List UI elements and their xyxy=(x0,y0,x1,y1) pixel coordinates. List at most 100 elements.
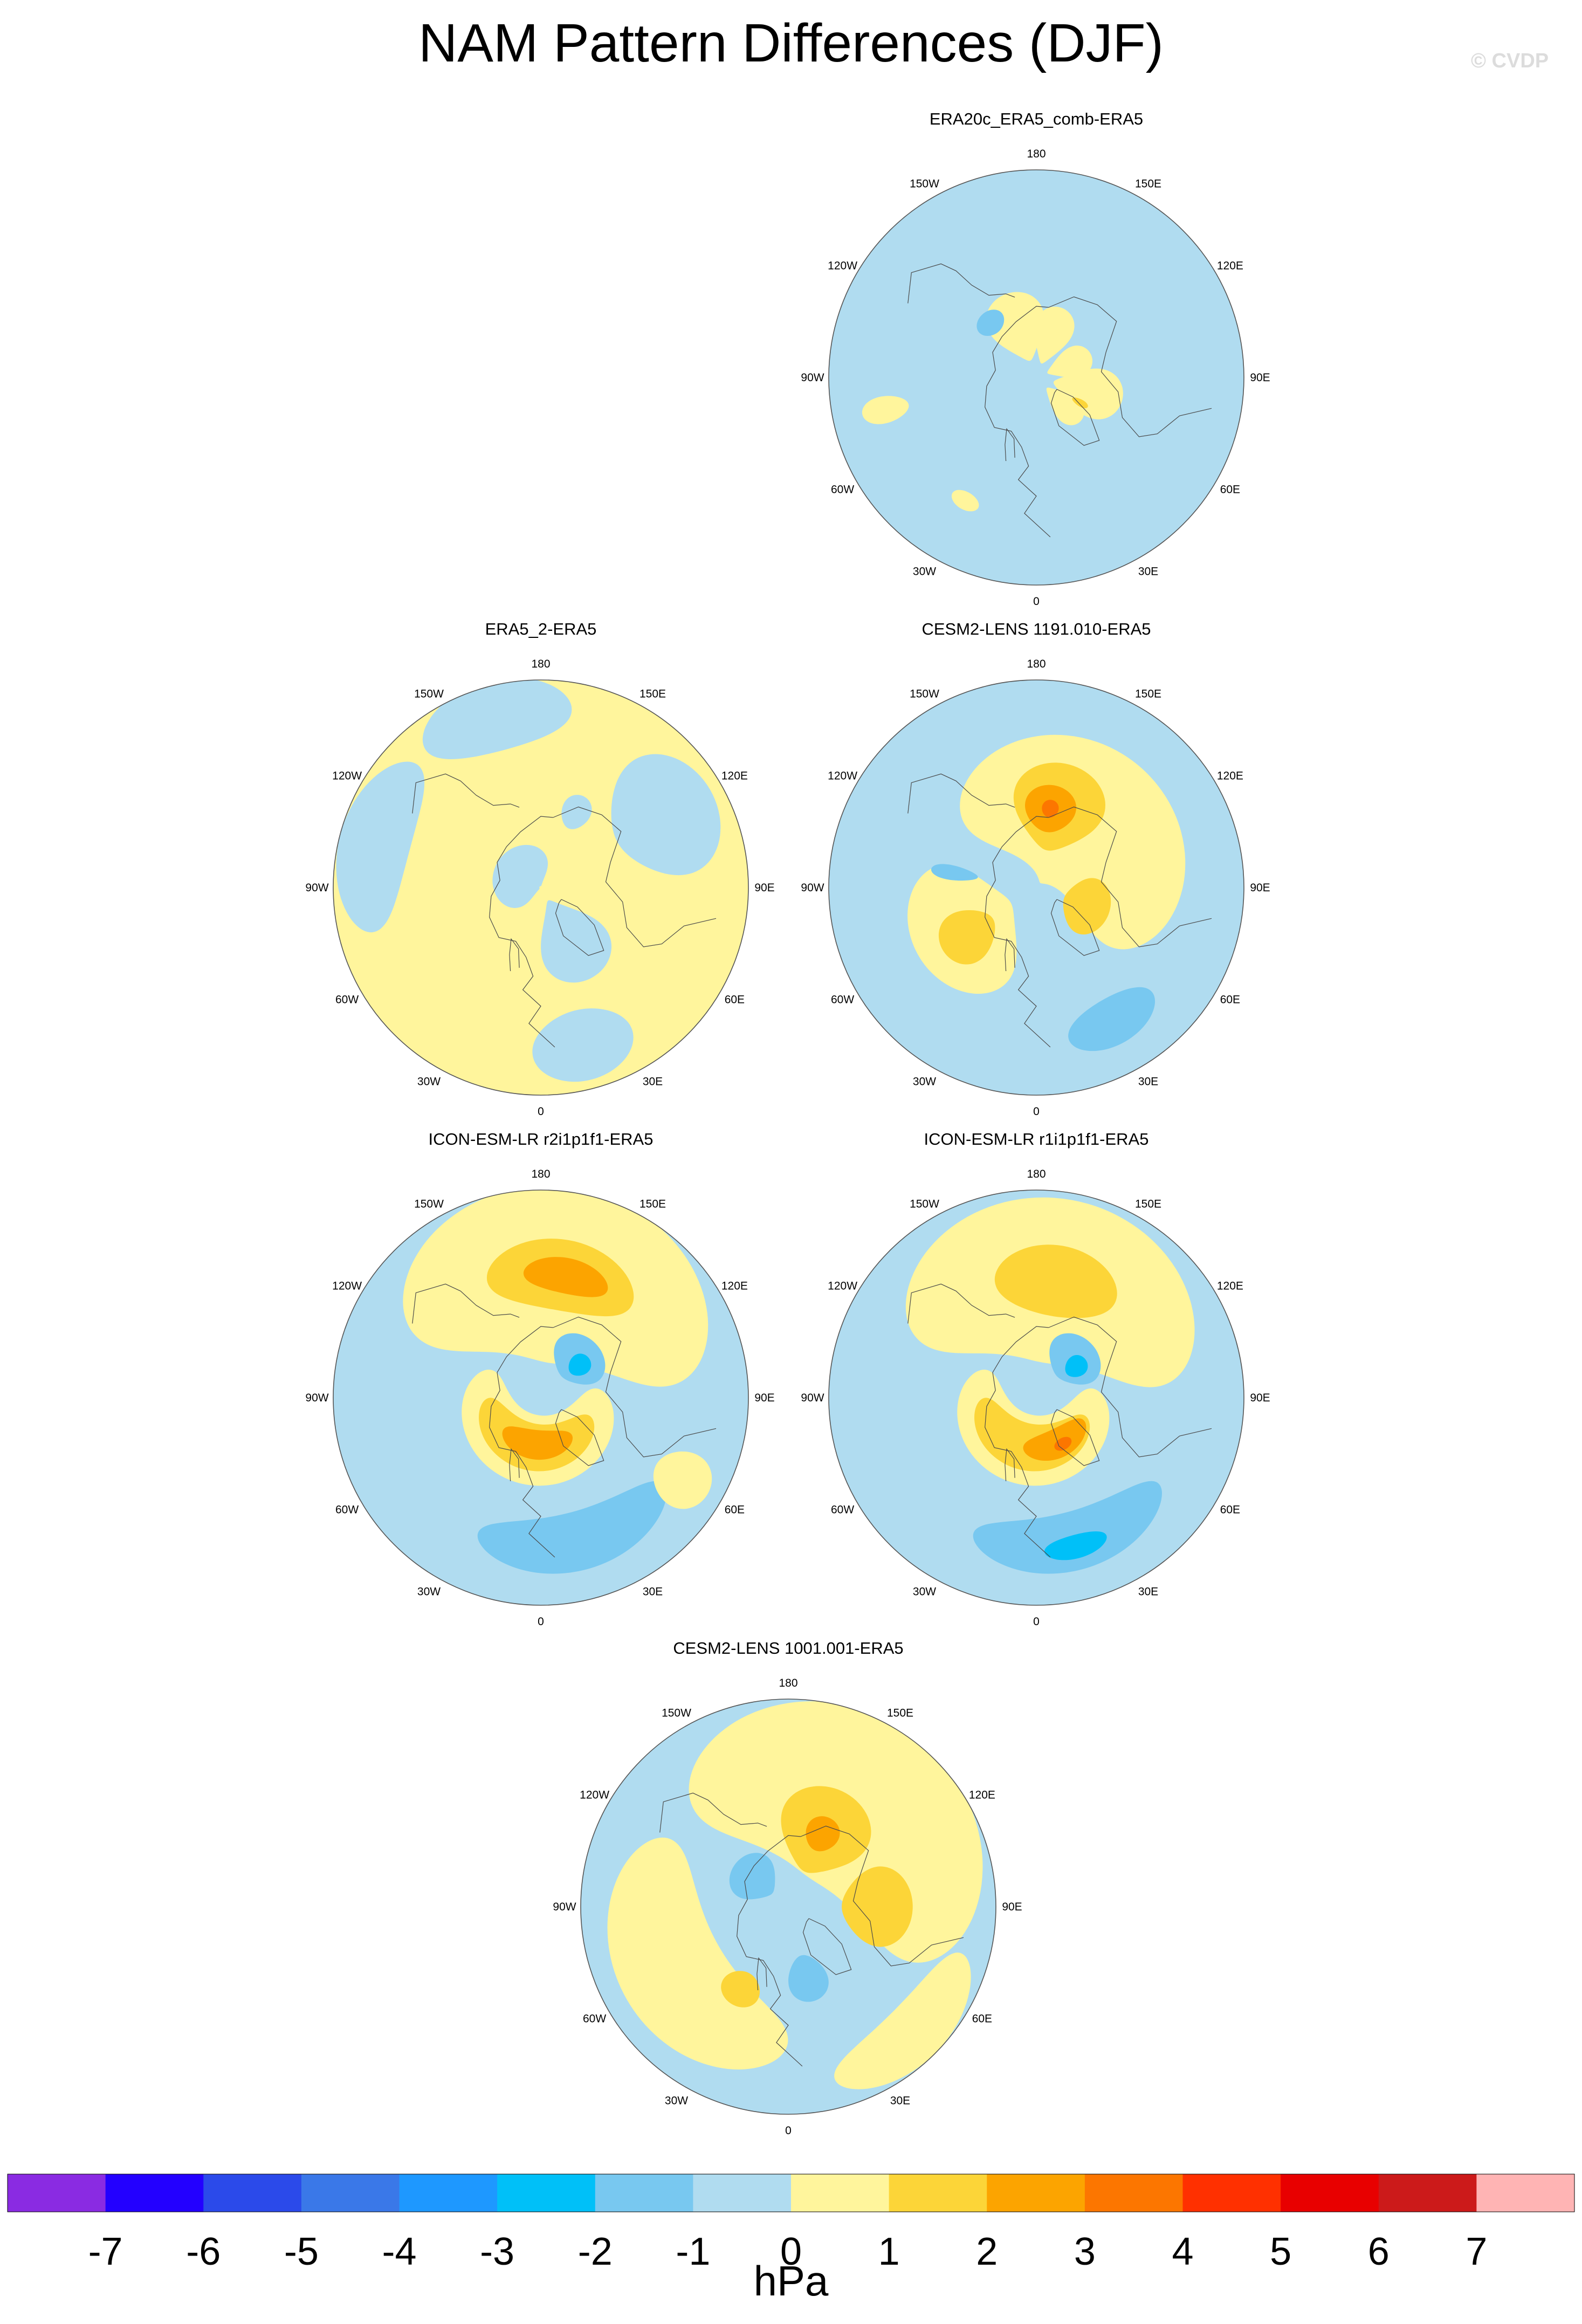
polar-map-era5-2: 180 150E 120E 90E 60E 30E 0 30W 60W 90W 120W 150W xyxy=(305,658,774,1118)
lon-label-60W: 60W xyxy=(335,1504,359,1516)
panel-title-cesm2-1191: CESM2-LENS 1191.010-ERA5 xyxy=(921,620,1151,638)
coastline-4 xyxy=(756,1957,767,1991)
lon-label-150E: 150E xyxy=(639,688,666,700)
contour-region-5 xyxy=(1054,1436,1072,1451)
coastline-4 xyxy=(1005,428,1015,462)
polar-map-icon-r2: 180 150E 120E 90E 60E 30E 0 30W 60W 90W 120W 150W xyxy=(305,1168,774,1628)
coastline-0 xyxy=(1048,806,1212,947)
lon-label-180: 180 xyxy=(1027,1168,1046,1180)
lon-label-90E: 90E xyxy=(1250,372,1270,384)
lon-label-180: 180 xyxy=(1027,148,1046,160)
coastline-3 xyxy=(412,1283,520,1324)
lon-label-0: 0 xyxy=(1033,1615,1040,1628)
colorbar-label-7: 0 xyxy=(780,2230,802,2273)
lon-label-90W: 90W xyxy=(801,1392,824,1404)
lon-label-60W: 60W xyxy=(831,1504,854,1516)
lon-label-30W: 30W xyxy=(665,2094,688,2107)
contour-region-5 xyxy=(532,1008,634,1082)
coastline-2 xyxy=(737,1835,803,2067)
contour-region-8 xyxy=(951,490,979,512)
lon-label-0: 0 xyxy=(538,1105,544,1118)
lon-label-30E: 30E xyxy=(643,1075,663,1088)
units-label: hPa xyxy=(753,2257,829,2305)
lon-label-30W: 30W xyxy=(913,1075,936,1088)
lon-label-150E: 150E xyxy=(1135,688,1161,700)
lon-label-30W: 30W xyxy=(417,1075,441,1088)
contour-region-7 xyxy=(1065,1354,1088,1377)
colorbar-label-4: -3 xyxy=(480,2230,514,2273)
coastline-1 xyxy=(1050,899,1100,956)
panel-title-era5-2: ERA5_2-ERA5 xyxy=(485,620,597,638)
lon-label-120W: 120W xyxy=(828,1280,857,1292)
contour-region-6 xyxy=(561,795,592,829)
lon-label-0: 0 xyxy=(538,1615,544,1628)
colorbar-swatch-8 xyxy=(791,2174,890,2212)
map-outline xyxy=(333,1189,749,1606)
coastline-2 xyxy=(985,816,1051,1048)
coastline-1 xyxy=(1050,1409,1100,1466)
lon-label-120E: 120E xyxy=(969,1789,995,1802)
coastline-0 xyxy=(800,1825,964,1967)
lon-label-30W: 30W xyxy=(913,565,936,577)
lon-label-30E: 30E xyxy=(1138,1585,1158,1598)
lon-label-120E: 120E xyxy=(721,1280,748,1292)
colorbar-swatch-3 xyxy=(301,2174,400,2212)
panel-title-era20c: ERA20c_ERA5_comb-ERA5 xyxy=(929,109,1144,128)
colorbar-label-14: 7 xyxy=(1466,2230,1487,2273)
contour-region-9 xyxy=(653,1451,712,1509)
lon-label-30W: 30W xyxy=(913,1585,936,1598)
lon-label-60W: 60W xyxy=(583,2013,606,2025)
contour-region-8 xyxy=(477,1481,667,1574)
lon-label-30E: 30E xyxy=(1138,1075,1158,1088)
colorbar-label-3: -4 xyxy=(382,2230,416,2273)
polar-map-icon-r1: 180 150E 120E 90E 60E 30E 0 30W 60W 90W 120W 150W xyxy=(801,1168,1270,1628)
lon-label-0: 0 xyxy=(785,2124,792,2137)
lon-label-150E: 150E xyxy=(887,1707,913,1720)
lon-label-90W: 90W xyxy=(553,1901,576,1913)
panel-title-icon-r1: ICON-ESM-LR r1i1p1f1-ERA5 xyxy=(924,1130,1149,1149)
contour-region-3 xyxy=(422,680,572,759)
coastline-3 xyxy=(907,773,1015,814)
coastline-0 xyxy=(553,1316,717,1457)
lon-label-0: 0 xyxy=(1033,1105,1040,1118)
contour-region-5 xyxy=(502,1426,573,1460)
contour-region-3 xyxy=(1053,368,1123,420)
lon-label-30W: 30W xyxy=(417,1585,441,1598)
figure-title: NAM Pattern Differences (DJF) xyxy=(418,13,1164,73)
lon-label-150W: 150W xyxy=(910,1198,939,1211)
coastline-2 xyxy=(489,1326,555,1558)
coastline-0 xyxy=(1048,296,1212,437)
contour-region-7 xyxy=(1068,987,1155,1051)
lon-label-60E: 60E xyxy=(725,1504,745,1516)
colorbar: -7 -6 -5 -4 -3 -2 -1 0 1 2 3 4 5 6 7 xyxy=(7,2174,1575,2273)
colorbar-label-9: 2 xyxy=(976,2230,998,2273)
colorbar-swatch-14 xyxy=(1378,2174,1477,2212)
map-outline xyxy=(828,169,1244,586)
contour-region-4 xyxy=(607,1837,788,2070)
colorbar-label-13: 6 xyxy=(1368,2230,1390,2273)
coastline-4 xyxy=(509,1448,520,1482)
contour-region-8 xyxy=(973,1481,1163,1574)
contour-region-4 xyxy=(1023,1418,1086,1461)
map-background-field xyxy=(829,170,1244,585)
polar-map-cesm2-1191: 180 150E 120E 90E 60E 30E 0 30W 60W 90W 120W 150W xyxy=(801,658,1270,1118)
contour-region-0 xyxy=(492,844,548,908)
coastline-3 xyxy=(412,773,520,814)
contour-region-8 xyxy=(931,864,978,881)
lon-label-180: 180 xyxy=(779,1677,797,1689)
copyright-label: © CVDP xyxy=(1471,50,1549,72)
panel-title-icon-r2: ICON-ESM-LR r2i1p1f1-ERA5 xyxy=(428,1130,654,1149)
colorbar-label-10: 3 xyxy=(1074,2230,1096,2273)
lon-label-60W: 60W xyxy=(831,994,854,1006)
colorbar-swatch-9 xyxy=(889,2174,987,2212)
coastline-3 xyxy=(659,1792,767,1833)
polar-map-era20c: 180 150E 120E 90E 60E 30E 0 30W 60W 90W 120W 150W xyxy=(801,148,1270,608)
contour-region-2 xyxy=(611,754,721,876)
lon-label-150W: 150W xyxy=(910,688,939,700)
colorbar-swatch-7 xyxy=(693,2174,792,2212)
lon-label-120E: 120E xyxy=(1217,770,1243,782)
coastline-1 xyxy=(555,899,604,956)
contour-region-2 xyxy=(523,1257,608,1297)
contour-region-6 xyxy=(938,910,995,965)
lon-label-150W: 150W xyxy=(910,178,939,190)
